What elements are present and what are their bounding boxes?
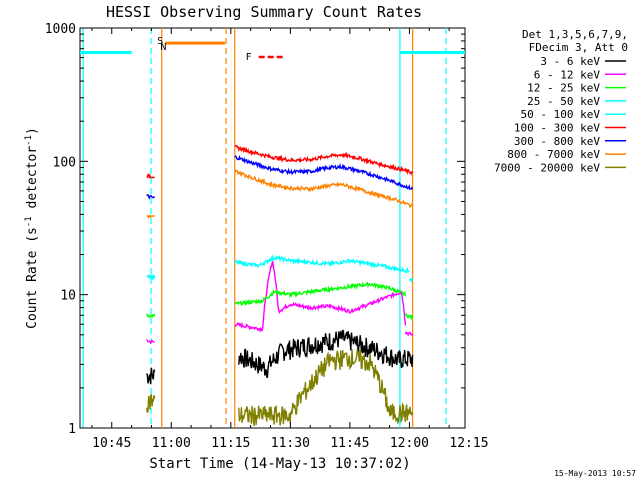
legend-label-5: 100 - 300 keV xyxy=(514,122,600,135)
legend-header-line-2: FDecim 3, Att 0 xyxy=(529,41,628,54)
legend-label-4: 50 - 100 keV xyxy=(521,108,601,121)
series-line-6-0 xyxy=(146,194,156,200)
series-line-5-0 xyxy=(146,173,155,180)
marker-N: N xyxy=(160,42,166,53)
series-line-2-2 xyxy=(404,312,414,321)
marker-F: F xyxy=(246,52,252,63)
legend-label-1: 6 - 12 keV xyxy=(534,68,601,81)
series-line-0-1 xyxy=(238,329,401,379)
series-line-1-1 xyxy=(234,260,407,333)
legend-label-3: 25 - 50 keV xyxy=(527,95,600,108)
series-line-1-2 xyxy=(404,330,414,337)
x-tick-label-4: 11:45 xyxy=(330,436,369,451)
series-line-0-0 xyxy=(146,367,156,385)
legend-label-0: 3 - 6 keV xyxy=(540,55,600,68)
series-line-8-0 xyxy=(146,394,156,413)
x-tick-label-1: 11:00 xyxy=(152,436,191,451)
series-line-3-2 xyxy=(408,277,414,283)
x-tick-label-3: 11:30 xyxy=(271,436,310,451)
x-tick-label-6: 12:15 xyxy=(449,436,488,451)
x-tick-label-0: 10:45 xyxy=(92,436,131,451)
legend-label-2: 12 - 25 keV xyxy=(527,82,600,95)
legend-label-8: 7000 - 20000 keV xyxy=(494,161,600,174)
y-tick-label-0: 1 xyxy=(68,422,76,437)
marker-S: S xyxy=(157,36,163,47)
chart-title: HESSI Observing Summary Count Rates xyxy=(106,3,422,21)
series-line-3-0 xyxy=(146,273,156,282)
x-tick-label-2: 11:15 xyxy=(211,436,250,451)
y-axis-label: Count Rate (s-1 detector-1) xyxy=(24,127,40,329)
footer-date: 15-May-2013 10:57 xyxy=(554,469,636,478)
series-line-7-1 xyxy=(234,169,414,209)
series-line-0-2 xyxy=(398,350,414,369)
legend-header-line-1: Det 1,3,5,6,7,9, xyxy=(522,28,628,41)
y-tick-label-1: 10 xyxy=(60,289,76,304)
series-line-8-1 xyxy=(238,348,414,427)
series-line-7-0 xyxy=(146,214,155,220)
series-line-5-1 xyxy=(234,144,414,176)
x-tick-label-5: 12:00 xyxy=(390,436,429,451)
plot-frame xyxy=(79,27,466,429)
series-line-6-1 xyxy=(234,154,414,191)
y-axis-ticks: 1 10 100 1000 xyxy=(45,22,465,437)
series-line-3-1 xyxy=(234,254,410,274)
series-lines xyxy=(80,41,465,427)
series-line-2-0 xyxy=(146,313,156,319)
series-line-2-1 xyxy=(234,281,407,307)
y-tick-label-3: 1000 xyxy=(45,22,76,37)
legend-label-7: 800 - 7000 keV xyxy=(507,148,600,161)
legend: Det 1,3,5,6,7,9, FDecim 3, Att 0 3 - 6 k… xyxy=(494,28,628,174)
x-axis-label: Start Time (14-May-13 10:37:02) xyxy=(149,456,410,472)
y-tick-label-2: 100 xyxy=(53,155,76,170)
series-line-1-0 xyxy=(146,339,155,345)
event-markers: SN F xyxy=(157,36,284,63)
legend-label-6: 300 - 800 keV xyxy=(514,135,600,148)
x-axis-ticks: 10:45 11:00 11:15 11:30 11:45 12:00 12:15 xyxy=(91,28,489,451)
